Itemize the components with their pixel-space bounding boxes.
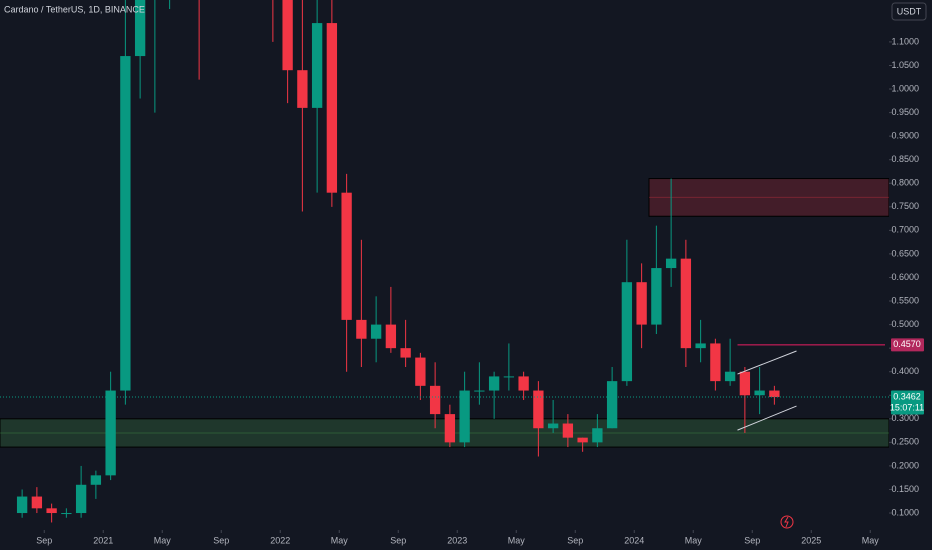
y-tick-label: 0.9500	[891, 107, 919, 117]
candle-body	[282, 0, 293, 71]
zone	[0, 418, 889, 448]
candle-body	[31, 496, 43, 509]
price-tag-label: 0.4570	[893, 339, 921, 349]
candle-body	[326, 23, 338, 193]
x-tick-label: 2022	[270, 535, 290, 545]
candle-body	[429, 385, 441, 415]
candle-body	[134, 0, 146, 57]
y-tick-label: 0.7000	[891, 225, 919, 235]
y-tick-label: 0.7500	[891, 201, 919, 211]
plot-area	[0, 0, 889, 523]
y-tick-label: 0.5500	[891, 295, 919, 305]
x-tick-label: May	[154, 535, 172, 545]
y-tick-label: 0.4000	[891, 366, 919, 376]
x-tick-label: 2021	[93, 535, 113, 545]
candle-body	[474, 390, 485, 392]
candle-body	[488, 376, 500, 391]
candle-body	[120, 56, 131, 391]
x-tick-label: Sep	[213, 535, 229, 545]
price-tag-label: 0.3462	[893, 391, 921, 401]
trend-line	[737, 405, 797, 431]
trend-line	[737, 350, 797, 375]
y-tick-label: 1.1000	[891, 36, 919, 46]
countdown: 15:07:11	[890, 402, 924, 412]
y-tick-label: 0.5000	[891, 319, 919, 329]
y-tick-label: 0.1000	[891, 507, 919, 517]
candle-body	[297, 70, 308, 108]
candle-body	[592, 428, 603, 443]
y-tick-label: 0.2000	[891, 460, 919, 470]
y-tick-label: 0.8000	[891, 178, 919, 188]
y-tick-label: 0.6500	[891, 248, 919, 258]
candle-body	[356, 319, 367, 339]
candle-body	[370, 324, 382, 339]
x-tick-label: 2024	[624, 535, 644, 545]
candle-body	[724, 371, 736, 382]
zone	[648, 178, 889, 217]
candle-body	[636, 282, 647, 325]
candle-body	[518, 376, 529, 391]
candle-body	[385, 324, 397, 349]
x-tick-label: May	[685, 535, 703, 545]
chart-title: Cardano / TetherUS, 1D, BINANCE	[4, 4, 145, 14]
candle-body	[75, 484, 87, 514]
candle-body	[444, 414, 456, 443]
y-tick-label: 0.1500	[891, 484, 919, 494]
candle-body	[665, 258, 677, 269]
candle-body	[533, 390, 544, 429]
price-tag	[891, 338, 924, 352]
candle-body	[739, 371, 751, 396]
candle-body	[651, 268, 662, 325]
x-tick-label: Sep	[390, 535, 406, 545]
candle-body	[105, 390, 116, 476]
x-tick-label: Sep	[36, 535, 52, 545]
y-tick-label: 0.3000	[891, 413, 919, 423]
candle-body	[547, 423, 559, 429]
x-tick-label: Sep	[744, 535, 760, 545]
candle-body	[400, 348, 411, 358]
candle-body	[61, 513, 72, 515]
candle-body	[503, 376, 515, 378]
x-tick-label: 2023	[447, 535, 467, 545]
candle-body	[769, 390, 780, 398]
y-tick-label: 0.6000	[891, 272, 919, 282]
candle-body	[710, 343, 721, 382]
price-tag	[891, 390, 924, 415]
candle-body	[16, 496, 28, 514]
y-tick-label: 1.0000	[891, 83, 919, 93]
candle-body	[311, 23, 323, 108]
y-tick-label: 1.0500	[891, 60, 919, 70]
y-tick-label: 0.2500	[891, 437, 919, 447]
candle-body	[621, 282, 633, 382]
candle-body	[577, 437, 588, 443]
replay-icon[interactable]	[780, 515, 794, 529]
x-tick-label: Sep	[567, 535, 583, 545]
x-tick-label: May	[862, 535, 880, 545]
candle-body	[680, 258, 692, 349]
x-tick-label: May	[331, 535, 349, 545]
candle-body	[695, 343, 706, 349]
candle-body	[46, 508, 57, 514]
candle-body	[459, 390, 470, 443]
candle-body	[606, 381, 618, 429]
currency-button[interactable]	[891, 2, 927, 21]
candle-body	[90, 475, 102, 485]
candle-body	[341, 192, 352, 320]
candle-body	[415, 357, 426, 386]
y-tick-label: 0.8500	[891, 154, 919, 164]
y-tick-label: 0.9000	[891, 131, 919, 141]
x-tick-label: May	[508, 535, 526, 545]
currency-label[interactable]: USDT	[897, 6, 922, 16]
candle-body	[754, 390, 765, 396]
x-tick-label: 2025	[801, 535, 821, 545]
candle-body	[562, 423, 574, 438]
